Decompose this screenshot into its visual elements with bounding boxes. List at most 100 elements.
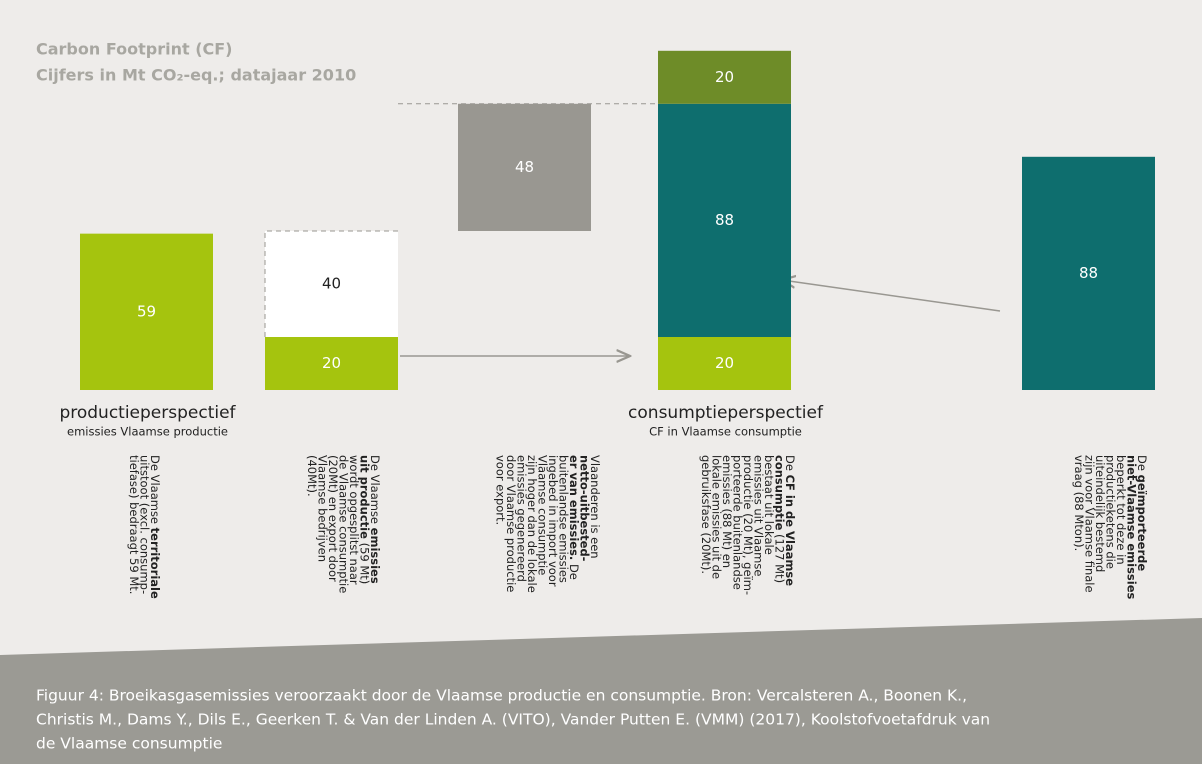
value-label: 88 (1079, 264, 1098, 282)
description-line: netto-uitbested- (578, 455, 592, 562)
description-run: De (784, 455, 798, 475)
description-line: productie (20 Mt), geïm- (742, 455, 756, 595)
description-run: emissies gegenereerd (515, 455, 529, 582)
description-line: zijn hoger dan de lokale (526, 455, 540, 593)
description-run: zijn voor Vlaamse finale (1083, 455, 1097, 593)
description-run: bestaat uit lokale (763, 455, 777, 555)
description-line: vraag (88 Mton). (1073, 455, 1087, 551)
description-run: ingebed in import voor (547, 455, 561, 587)
description-run: door Vlaamse productie (505, 455, 519, 592)
description-line: beperkt tot deze in (1115, 455, 1129, 565)
description-run: vraag (88 Mton). (1073, 455, 1087, 551)
description-line: tiefase) bedraagt 59 Mt. (128, 455, 142, 594)
description-run: Vlaamse consumptie (536, 455, 550, 575)
description-line: emissies gegenereerd (515, 455, 529, 582)
description-run: (40Mt). (306, 455, 320, 497)
bar-segment (1022, 156, 1155, 390)
description-run: De Vlaamse (149, 455, 163, 528)
description-line: door Vlaamse productie (505, 455, 519, 592)
description-run: (127 Mt) (773, 530, 787, 583)
description-line: uitstoot (excl. consump- (138, 455, 152, 594)
description-line: De Vlaamse emissies (369, 455, 383, 584)
description-run: De (1136, 455, 1150, 475)
description-run: buitenlandse emissies (557, 455, 571, 583)
description-run: er van emissies. (568, 455, 582, 560)
value-label: 88 (715, 211, 734, 229)
description-line: ingebed in import voor (547, 455, 561, 587)
description-line: De geïmporteerde (1136, 455, 1150, 571)
description-run: lokale emissies uit de (710, 455, 724, 579)
value-label: 20 (715, 68, 734, 86)
column-sublabel: emissies Vlaamse productie (67, 425, 228, 439)
description-line: uit productie (59 Mt) (358, 455, 372, 584)
description-run: niet-Vlaamse emissies (1125, 455, 1139, 600)
caption-band (0, 618, 1202, 764)
description-run: porteerde buitenlandse (731, 455, 745, 590)
description-run: CF in de Vlaamse (784, 475, 798, 587)
description-line: Vlaamse consumptie (536, 455, 550, 575)
description-line: wordt opgesplitst naar (348, 455, 362, 585)
description-line: porteerde buitenlandse (731, 455, 745, 590)
arrow (782, 280, 1001, 312)
description-line: uiteindelijk bestemd (1094, 455, 1108, 572)
description-line: zijn voor Vlaamse finale (1083, 455, 1097, 593)
description-line: voor export. (494, 455, 508, 525)
description-run: emissies (88 Mt) en (721, 455, 735, 568)
description-line: De CF in de Vlaamse (784, 455, 798, 586)
description-run: wordt opgesplitst naar (348, 455, 362, 585)
bar-segment (658, 337, 791, 390)
value-label: 20 (715, 354, 734, 372)
description-line: buitenlandse emissies (557, 455, 571, 583)
description-run: Vlaanderen is een (589, 455, 603, 559)
description-run: productieketens die (1104, 455, 1118, 569)
description-run: gebruiksfase (20Mt). (700, 455, 714, 574)
description-run: geïmporteerde (1136, 475, 1150, 572)
description-run: netto-uitbested- (578, 455, 592, 562)
description-line: productieketens die (1104, 455, 1118, 569)
caption-line: de Vlaamse consumptie (36, 735, 222, 753)
description-line: (40Mt). (306, 455, 320, 497)
description-line: De Vlaamse territoriale (149, 455, 163, 599)
description-run: uit productie (358, 455, 372, 539)
chart-subtitle: Cijfers in Mt CO₂-eq.; datajaar 2010 (36, 66, 356, 85)
bar-segment (658, 103, 791, 337)
description-run: zijn hoger dan de lokale (526, 455, 540, 593)
description-line: Vlaamse bedrijven (316, 455, 330, 562)
column-sublabel: CF in Vlaamse consumptie (649, 425, 802, 439)
description-run: emissies uit Vlaamse (752, 455, 766, 576)
chart-title: Carbon Footprint (CF) (36, 40, 232, 59)
description-run: (59 Mt) (358, 539, 372, 584)
column-label: consumptieperspectief (628, 403, 824, 423)
description-line: de Vlaamse consumptie (337, 455, 351, 593)
column-label: productieperspectief (59, 403, 236, 423)
value-label: 59 (137, 302, 156, 320)
value-label: 20 (322, 354, 341, 372)
description-run: uitstoot (excl. consump- (138, 455, 152, 594)
description-line: emissies (88 Mt) en (721, 455, 735, 568)
bar-segment (265, 337, 398, 390)
description-run: consumptie (773, 455, 787, 531)
description-run: productie (20 Mt), geïm- (742, 455, 756, 595)
description-run: De Vlaamse (369, 455, 383, 528)
description-run: Vlaamse bedrijven (316, 455, 330, 562)
caption-line: Figuur 4: Broeikasgasemissies veroorzaak… (36, 687, 967, 705)
value-label: 48 (515, 158, 534, 176)
description-run: tiefase) bedraagt 59 Mt. (128, 455, 142, 594)
description-run: de Vlaamse consumptie (337, 455, 351, 593)
description-run: uiteindelijk bestemd (1094, 455, 1108, 572)
description-line: niet-Vlaamse emissies (1125, 455, 1139, 600)
bar-segment (658, 50, 791, 104)
bar-segment (80, 233, 213, 390)
bar-segment (458, 103, 591, 231)
description-line: gebruiksfase (20Mt). (700, 455, 714, 574)
description-run: De (568, 560, 582, 580)
caption-line: Christis M., Dams Y., Dils E., Geerken T… (36, 711, 990, 729)
bar-segment (265, 231, 398, 337)
description-line: lokale emissies uit de (710, 455, 724, 579)
description-line: consumptie (127 Mt) (773, 455, 787, 583)
